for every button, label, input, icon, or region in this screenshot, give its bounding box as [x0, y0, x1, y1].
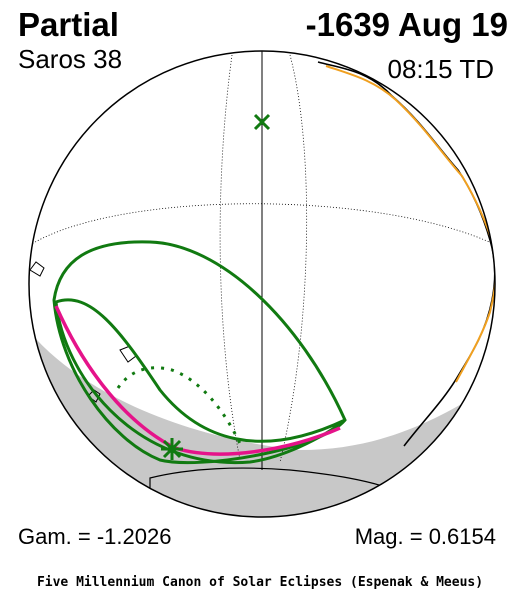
meridian-west [219, 54, 241, 461]
sunrise-sunset-curve [116, 366, 244, 449]
globe-outline [28, 50, 496, 518]
meridian-east [279, 54, 308, 463]
star-icon [161, 438, 183, 460]
gamma-value: Gam. = -1.2026 [18, 524, 172, 549]
inner-penumbral-limit [54, 298, 346, 465]
equator-line [29, 203, 495, 246]
eclipse-date: -1639 Aug 19 [305, 6, 508, 43]
greatest-eclipse-time: 08:15 TD [387, 54, 494, 84]
coastline-americas [317, 61, 495, 447]
eclipse-type-title: Partial [18, 6, 119, 43]
coastline-americas-highlight [325, 65, 495, 383]
saros-number: Saros 38 [18, 44, 123, 74]
magnitude-value: Mag. = 0.6154 [354, 524, 496, 549]
credit-line: Five Millennium Canon of Solar Eclipses … [36, 575, 484, 590]
x-icon [253, 113, 271, 131]
